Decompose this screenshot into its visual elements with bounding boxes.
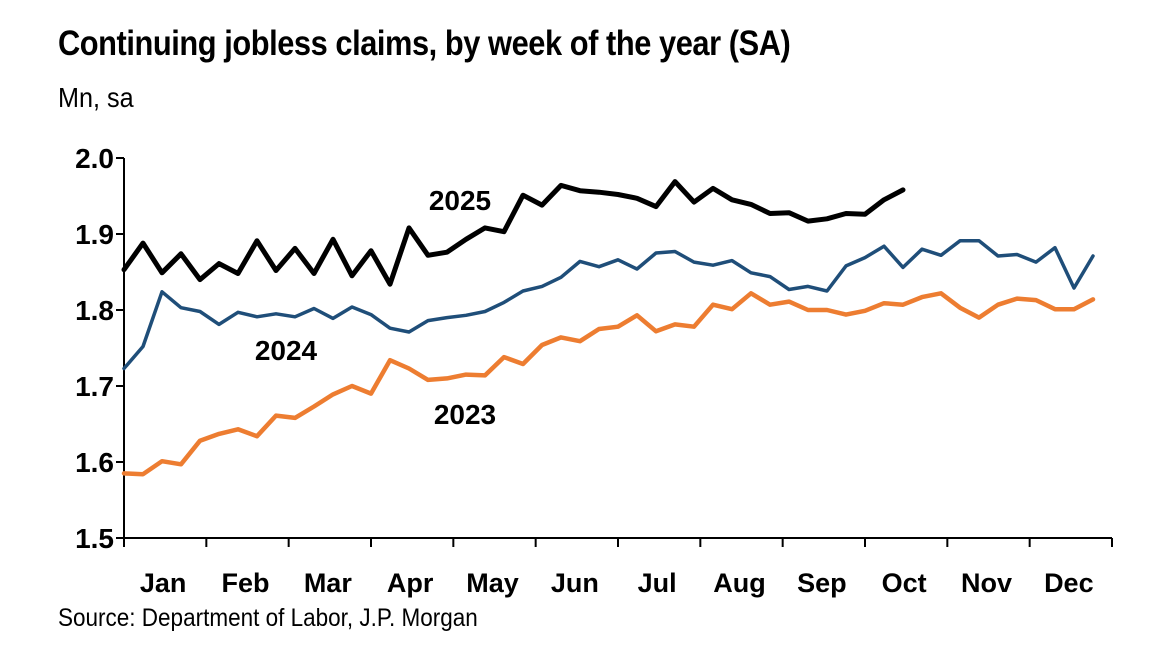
y-tick-label: 1.6 — [75, 447, 114, 478]
series-label-2025: 2025 — [429, 185, 491, 216]
x-tick-label-sep: Sep — [797, 568, 847, 598]
series-label-2024: 2024 — [255, 335, 318, 366]
y-tick-label: 2.0 — [75, 143, 114, 174]
x-tick-label-aug: Aug — [713, 568, 765, 598]
x-tick-label-apr: Apr — [387, 568, 434, 598]
series-labels: 2023 2024 2025 — [255, 185, 496, 430]
series-label-2023: 2023 — [434, 399, 496, 430]
y-tick-label: 1.9 — [75, 219, 114, 250]
x-tick-label-mar: Mar — [304, 568, 353, 598]
x-tick-label-nov: Nov — [961, 568, 1012, 598]
x-tick-label-may: May — [466, 568, 519, 598]
axes: 1.5 1.6 1.7 1.8 1.9 2.0 Jan Feb Mar Apr May Jun Jul A… — [75, 143, 1113, 598]
y-tick-label: 1.8 — [75, 295, 114, 326]
x-tick-label-feb: Feb — [221, 568, 269, 598]
x-tick-label-oct: Oct — [882, 568, 927, 598]
series-line-2025 — [121, 179, 906, 287]
x-tick-label-jul: Jul — [638, 568, 677, 598]
source-note: Source: Department of Labor, J.P. Morgan — [58, 604, 478, 632]
x-tick-label-jan: Jan — [140, 568, 187, 598]
y-axis-unit-label: Mn, sa — [58, 82, 134, 113]
x-tick-label-dec: Dec — [1044, 568, 1094, 598]
series-line-2024 — [122, 239, 1095, 371]
series-line-2023 — [121, 291, 1096, 477]
x-tick-label-jun: Jun — [551, 568, 599, 598]
chart-title: Continuing jobless claims, by week of th… — [58, 24, 791, 63]
series-lines — [121, 179, 1096, 477]
y-tick-label: 1.5 — [75, 523, 114, 554]
y-tick-label: 1.7 — [75, 371, 114, 402]
